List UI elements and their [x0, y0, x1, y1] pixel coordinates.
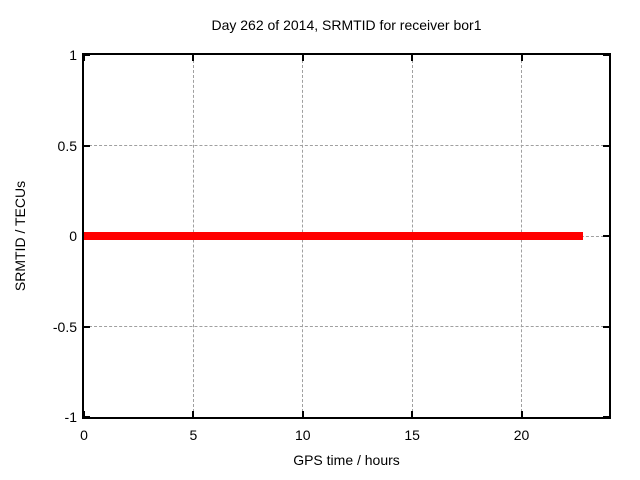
x-tick-label: 15	[404, 427, 420, 443]
x-axis-label: GPS time / hours	[293, 452, 400, 468]
x-tick-top	[520, 55, 523, 61]
y-tick-label: 1	[69, 47, 77, 63]
y-tick-label: -1	[64, 409, 77, 425]
x-tick-top	[411, 55, 414, 61]
y-tick-right	[603, 235, 609, 237]
x-tick-bottom	[520, 411, 523, 417]
y-tick-label: 0	[69, 228, 77, 244]
gridline-horizontal	[84, 326, 609, 327]
chart-title: Day 262 of 2014, SRMTID for receiver bor…	[211, 17, 482, 33]
x-tick-label: 0	[80, 427, 88, 443]
x-tick-bottom	[192, 411, 195, 417]
x-tick-label: 20	[513, 427, 530, 443]
plot-border	[82, 53, 611, 419]
y-tick-left	[84, 325, 90, 328]
y-tick-right	[603, 54, 609, 56]
plot-area	[83, 54, 609, 418]
x-tick-top	[192, 55, 195, 61]
y-tick-right	[603, 144, 609, 147]
y-tick-label: -0.5	[52, 318, 77, 335]
y-tick-left	[84, 54, 90, 56]
y-tick-left	[84, 416, 90, 418]
y-tick-right	[603, 416, 609, 418]
x-tick-bottom	[83, 411, 85, 417]
x-tick-bottom	[301, 411, 304, 417]
x-tick-label: 10	[294, 427, 311, 443]
y-tick-left	[84, 144, 90, 147]
x-tick-top	[83, 55, 85, 61]
x-tick-top	[301, 55, 304, 61]
x-tick-label: 5	[189, 427, 198, 443]
x-tick-bottom	[411, 411, 414, 417]
y-tick-right	[603, 325, 609, 328]
data-line-srmtid	[84, 232, 583, 240]
y-tick-label: 0.5	[57, 137, 77, 154]
gridline-horizontal	[84, 145, 609, 146]
